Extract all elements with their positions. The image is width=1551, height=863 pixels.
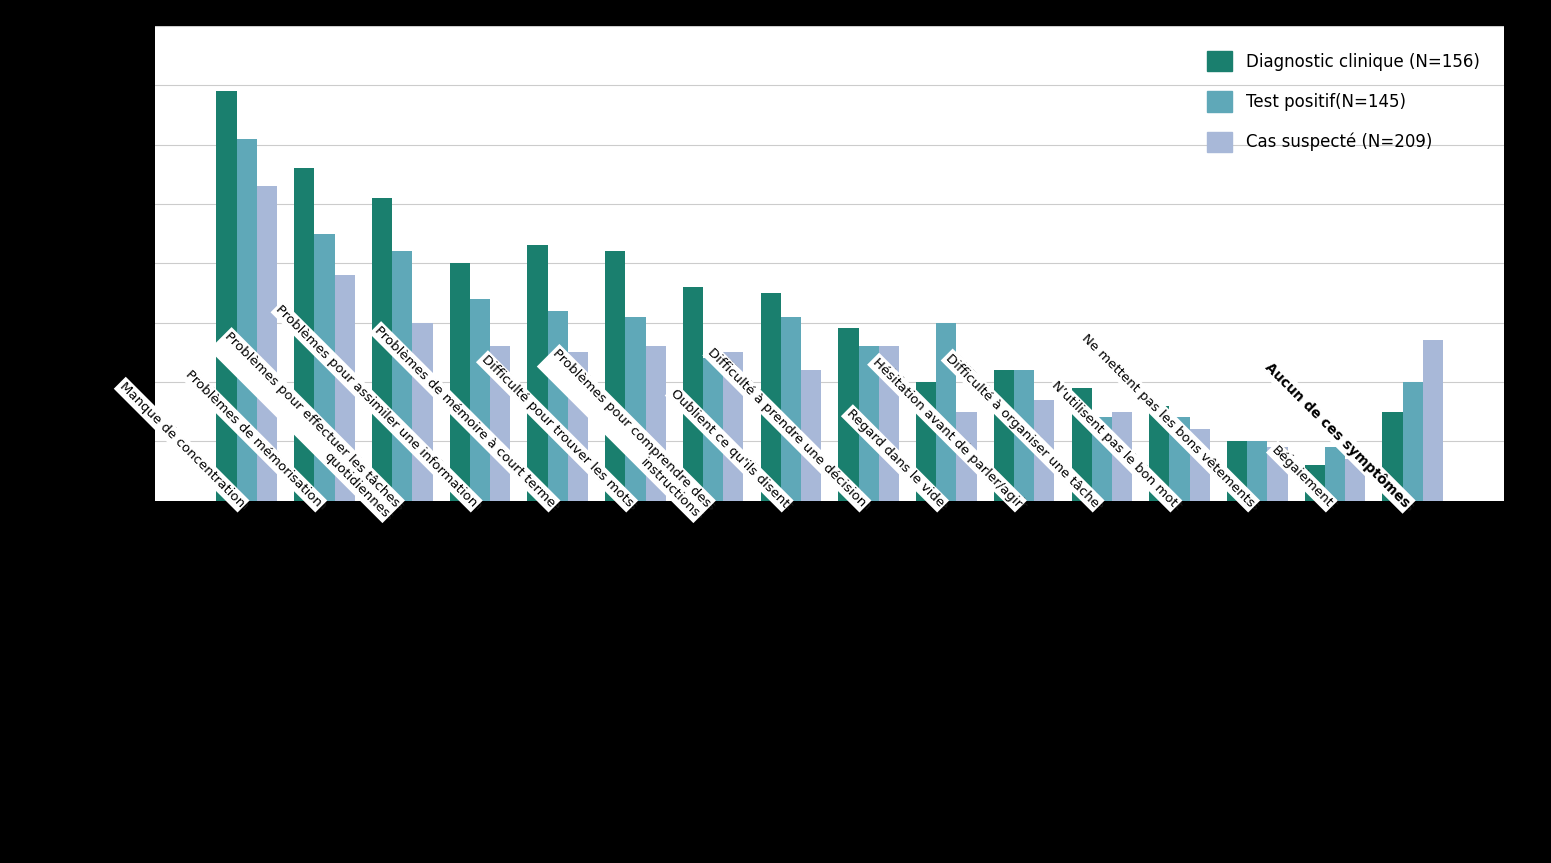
- Bar: [315, 234, 335, 501]
- Bar: [1345, 459, 1365, 501]
- Bar: [237, 139, 257, 501]
- Bar: [217, 91, 237, 501]
- Bar: [994, 370, 1014, 501]
- Text: Difficulté à prendre une décision: Difficulté à prendre une décision: [706, 346, 869, 510]
- Text: Problèmes de mémorisation: Problèmes de mémorisation: [188, 371, 329, 513]
- Text: Bégaiement: Bégaiement: [1273, 446, 1340, 513]
- Bar: [295, 168, 315, 501]
- Bar: [682, 287, 703, 501]
- Text: Bégaiement: Bégaiement: [1269, 444, 1335, 510]
- Bar: [859, 346, 879, 501]
- Text: Hésitation avant de parler/agir: Hésitation avant de parler/agir: [870, 356, 1024, 510]
- Bar: [1422, 340, 1442, 501]
- Bar: [257, 186, 278, 501]
- Text: Problèmes de mémorisation: Problèmes de mémorisation: [183, 369, 324, 510]
- Text: Manque de concentration: Manque de concentration: [116, 380, 247, 510]
- Bar: [450, 263, 470, 501]
- Text: Aucun de ces symptômes: Aucun de ces symptômes: [1263, 360, 1413, 511]
- Text: Difficulté pour trouver les mots: Difficulté pour trouver les mots: [479, 353, 636, 510]
- Bar: [392, 251, 413, 501]
- Text: Problèmes pour comprendre des
instructions: Problèmes pour comprendre des instructio…: [540, 347, 713, 520]
- Bar: [335, 275, 355, 501]
- Legend: Diagnostic clinique (N=156), Test positif(N=145), Cas suspecté (N=209): Diagnostic clinique (N=156), Test positi…: [1191, 35, 1497, 168]
- Bar: [1267, 447, 1287, 501]
- Bar: [1325, 447, 1345, 501]
- Y-axis label: Pourcentage d'enfants: Pourcentage d'enfants: [99, 162, 116, 364]
- Bar: [372, 198, 392, 501]
- Bar: [625, 317, 645, 501]
- Text: Problèmes de mémoire à court terme: Problèmes de mémoire à court terme: [377, 326, 563, 513]
- Bar: [1014, 370, 1035, 501]
- Bar: [645, 346, 665, 501]
- Bar: [1402, 381, 1422, 501]
- Bar: [1149, 406, 1169, 501]
- Text: Aucun de ces symptômes: Aucun de ces symptômes: [1281, 377, 1418, 513]
- Text: Ne mettent pas les bons vêtements: Ne mettent pas les bons vêtements: [1079, 331, 1258, 510]
- Text: Difficulté à prendre une décision: Difficulté à prendre une décision: [710, 349, 873, 513]
- Text: Manque de concentration: Manque de concentration: [121, 382, 251, 513]
- Bar: [568, 352, 588, 501]
- Bar: [470, 299, 490, 501]
- Text: Problèmes pour assimiler une information: Problèmes pour assimiler une information: [278, 306, 484, 513]
- Bar: [703, 358, 723, 501]
- Bar: [490, 346, 510, 501]
- Bar: [1169, 418, 1190, 501]
- Bar: [548, 311, 568, 501]
- Text: N’utilisent pas le bon mot: N’utilisent pas le bon mot: [1053, 381, 1185, 513]
- Bar: [605, 251, 625, 501]
- Text: Regard dans le vide: Regard dans le vide: [848, 410, 951, 513]
- Bar: [723, 352, 743, 501]
- Bar: [1304, 465, 1325, 501]
- Bar: [1247, 441, 1267, 501]
- Text: Difficulté à organiser une tâche: Difficulté à organiser une tâche: [948, 354, 1106, 513]
- Bar: [413, 323, 433, 501]
- Bar: [1227, 441, 1247, 501]
- Text: Difficulté pour trouver les mots: Difficulté pour trouver les mots: [484, 356, 641, 513]
- Bar: [1035, 400, 1055, 501]
- Text: Problèmes pour assimiler une information: Problèmes pour assimiler une information: [273, 303, 479, 510]
- Bar: [917, 381, 937, 501]
- Text: Oublient ce qu'ils disent: Oublient ce qu'ils disent: [672, 389, 796, 513]
- Bar: [800, 370, 820, 501]
- Bar: [1382, 412, 1402, 501]
- Text: Regard dans le vide: Regard dans le vide: [844, 407, 946, 510]
- Bar: [527, 245, 548, 501]
- Bar: [760, 293, 780, 501]
- Bar: [780, 317, 800, 501]
- Text: Oublient ce qu'ils disent: Oublient ce qu'ils disent: [667, 387, 791, 510]
- Bar: [879, 346, 900, 501]
- Bar: [1092, 418, 1112, 501]
- Text: Ne mettent pas les bons vêtements: Ne mettent pas les bons vêtements: [1084, 334, 1263, 513]
- Bar: [1072, 387, 1092, 501]
- Bar: [1190, 430, 1210, 501]
- Text: N’utilisent pas le bon mot: N’utilisent pas le bon mot: [1048, 379, 1180, 510]
- Text: Difficulté à organiser une tâche: Difficulté à organiser une tâche: [943, 351, 1101, 510]
- Bar: [839, 329, 859, 501]
- Bar: [937, 323, 957, 501]
- Text: Problèmes pour effectuer les tâches
quotidiennes: Problèmes pour effectuer les tâches quot…: [217, 332, 406, 523]
- Text: Problèmes pour effectuer les tâches
quotidiennes: Problèmes pour effectuer les tâches quot…: [212, 330, 402, 520]
- Bar: [1112, 412, 1132, 501]
- Bar: [957, 412, 977, 501]
- Text: Problèmes de mémoire à court terme: Problèmes de mémoire à court terme: [372, 324, 558, 510]
- Text: Problèmes pour comprendre des
instructions: Problèmes pour comprendre des instructio…: [544, 350, 718, 523]
- Text: Hésitation avant de parler/agir: Hésitation avant de parler/agir: [875, 358, 1028, 513]
